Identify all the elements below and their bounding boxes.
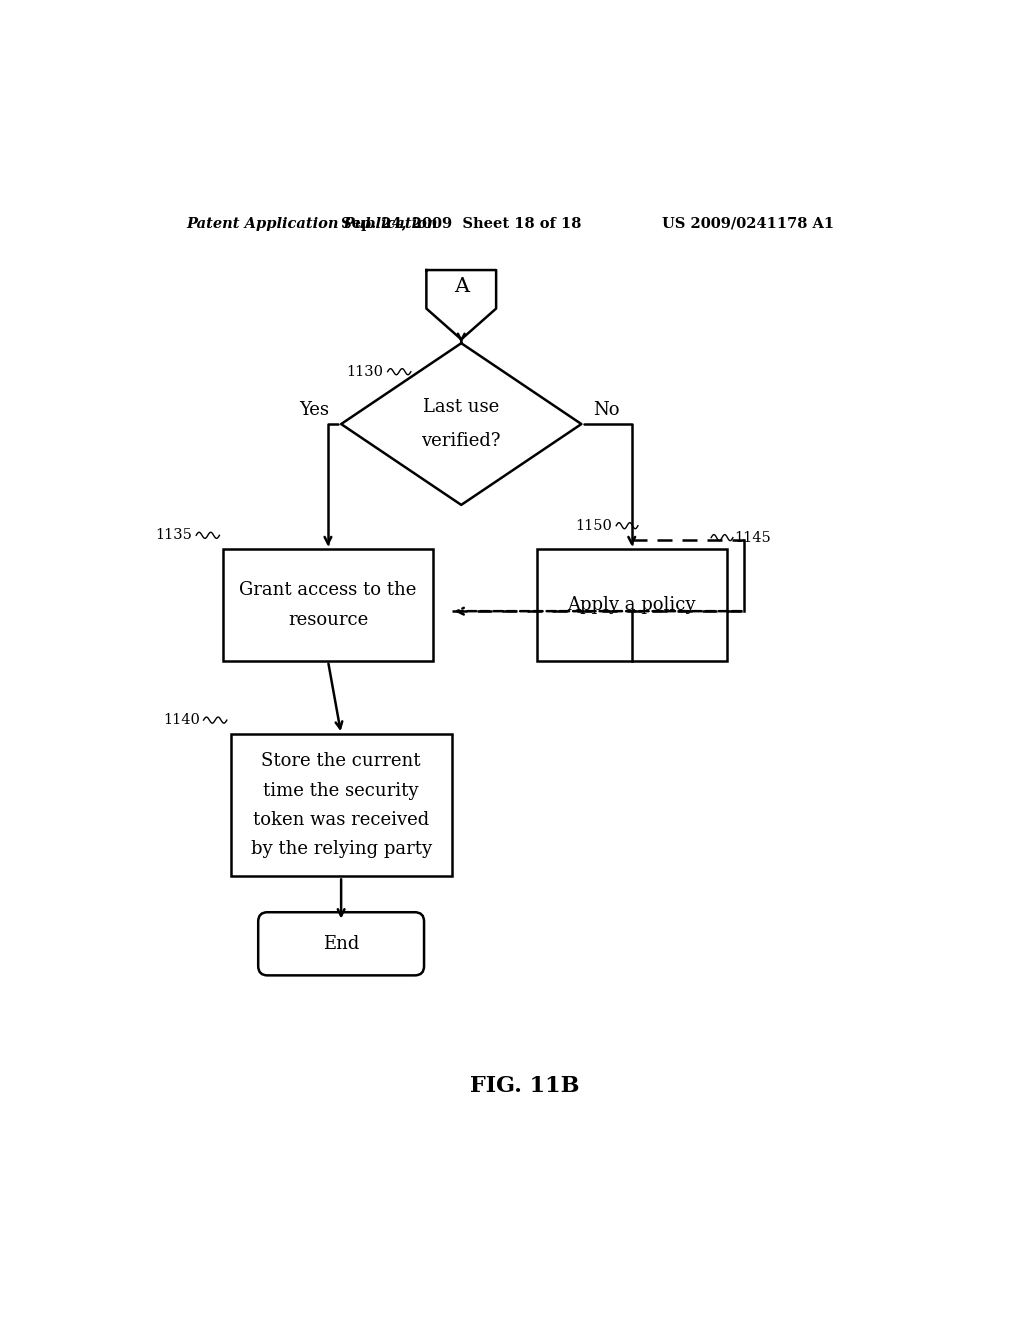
Text: No: No bbox=[593, 401, 620, 420]
Text: 1135: 1135 bbox=[156, 528, 193, 543]
Text: Apply a policy: Apply a policy bbox=[567, 597, 696, 614]
Text: Yes: Yes bbox=[299, 401, 330, 420]
Text: verified?: verified? bbox=[422, 432, 501, 450]
FancyBboxPatch shape bbox=[537, 549, 727, 661]
Text: Store the current: Store the current bbox=[261, 752, 421, 771]
FancyBboxPatch shape bbox=[258, 912, 424, 975]
Text: 1150: 1150 bbox=[575, 519, 612, 533]
Text: US 2009/0241178 A1: US 2009/0241178 A1 bbox=[662, 216, 835, 231]
Text: Grant access to the: Grant access to the bbox=[240, 581, 417, 598]
FancyBboxPatch shape bbox=[230, 734, 452, 876]
Text: 1130: 1130 bbox=[347, 364, 384, 379]
Text: Last use: Last use bbox=[423, 399, 500, 416]
Text: 1140: 1140 bbox=[163, 713, 200, 727]
Polygon shape bbox=[426, 271, 496, 339]
FancyBboxPatch shape bbox=[223, 549, 432, 661]
Text: token was received: token was received bbox=[253, 810, 429, 829]
Text: Patent Application Publication: Patent Application Publication bbox=[186, 216, 437, 231]
Text: by the relying party: by the relying party bbox=[251, 840, 432, 858]
Polygon shape bbox=[341, 343, 582, 506]
Text: End: End bbox=[323, 935, 359, 953]
Text: A: A bbox=[454, 277, 469, 297]
Text: time the security: time the security bbox=[263, 781, 419, 800]
Text: resource: resource bbox=[288, 611, 368, 630]
Text: Sep. 24, 2009  Sheet 18 of 18: Sep. 24, 2009 Sheet 18 of 18 bbox=[341, 216, 582, 231]
Text: 1145: 1145 bbox=[734, 531, 771, 545]
Text: FIG. 11B: FIG. 11B bbox=[470, 1076, 580, 1097]
